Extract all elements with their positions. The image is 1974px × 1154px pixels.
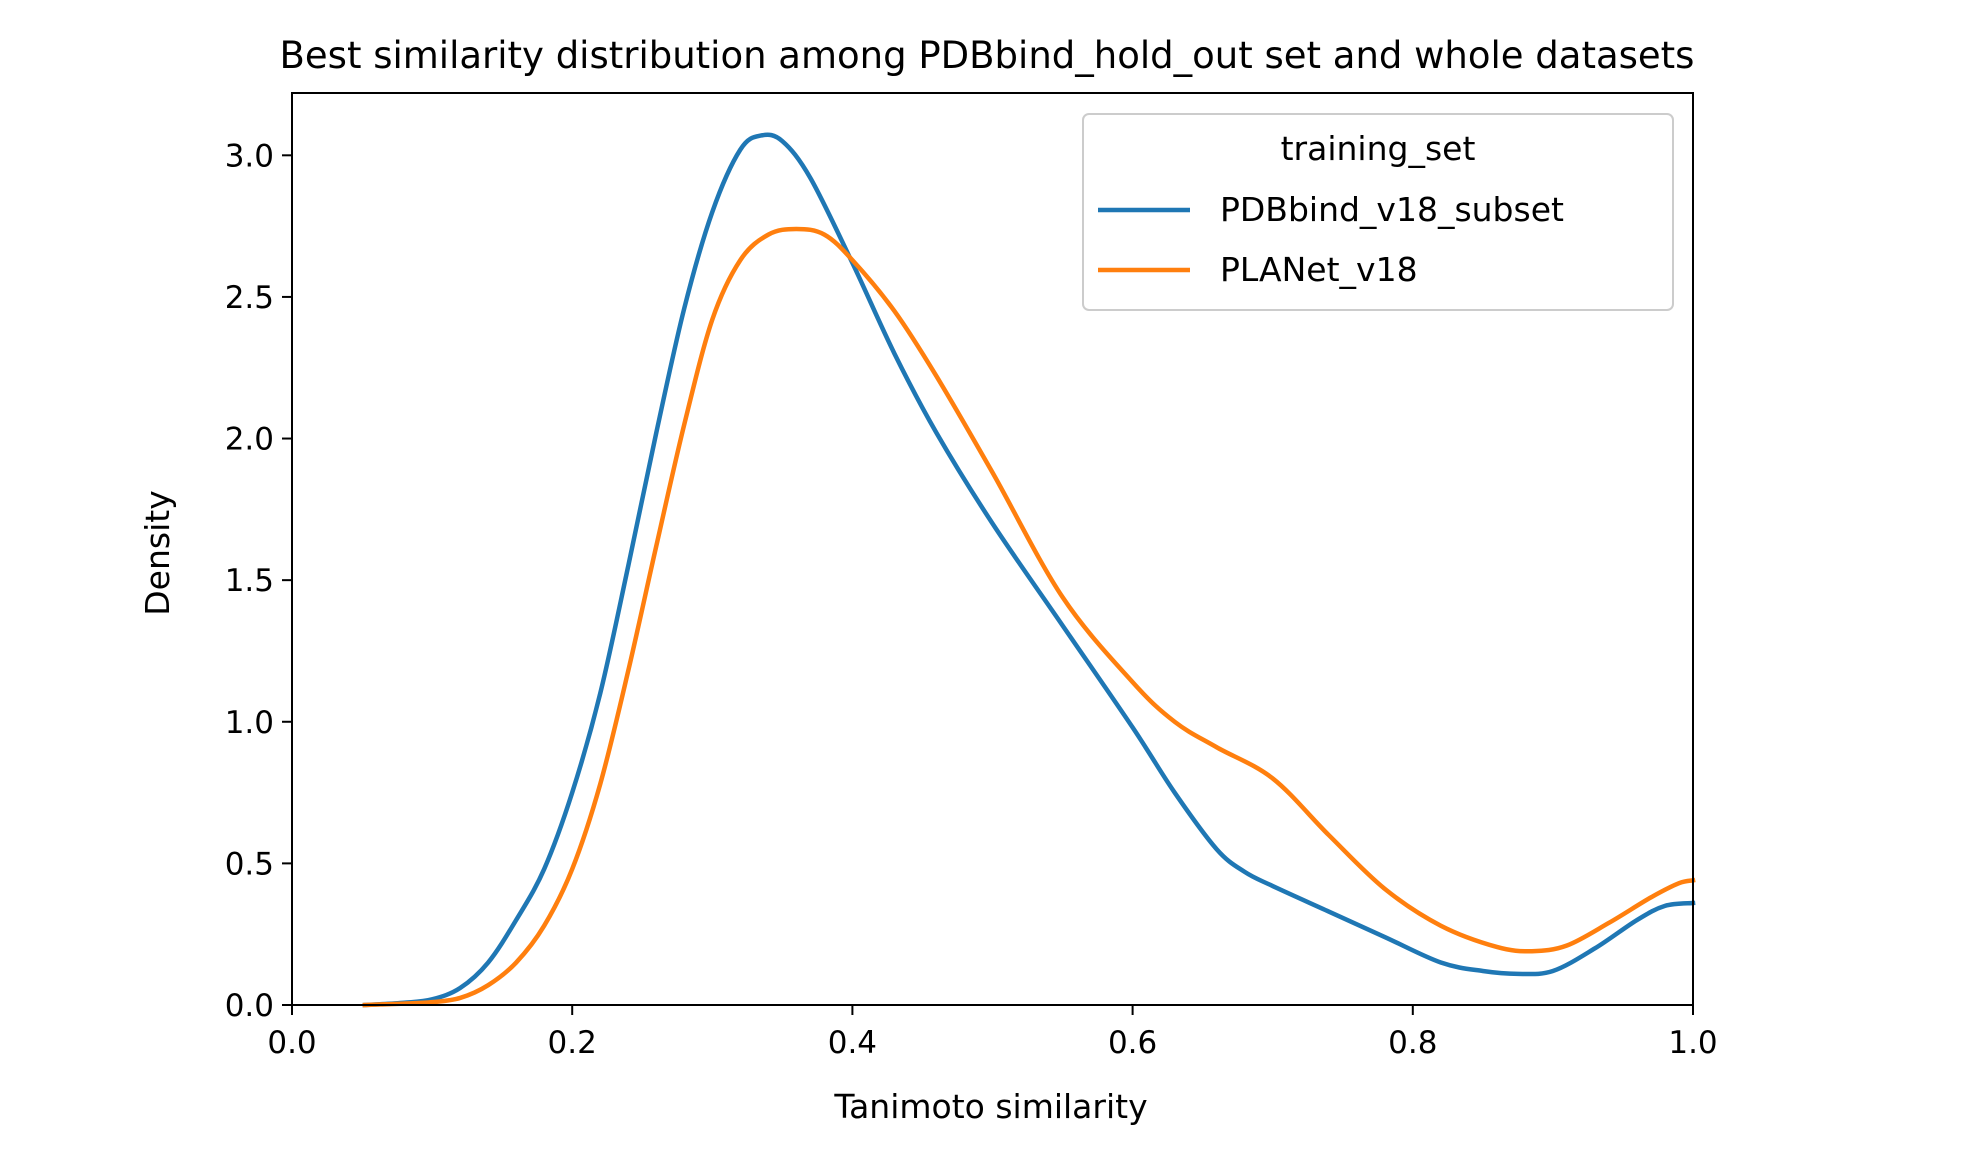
y-tick-label: 3.0 xyxy=(225,138,274,174)
legend: training_set PDBbind_v18_subset PLANet_v… xyxy=(1082,113,1674,311)
x-tick-label: 0.4 xyxy=(828,1025,877,1061)
x-tick-label: 0.6 xyxy=(1108,1025,1157,1061)
series-line-planet-v18 xyxy=(362,226,1696,1008)
series-layer xyxy=(362,132,1696,1008)
legend-label-planet: PLANet_v18 xyxy=(1220,250,1418,289)
plot-area xyxy=(291,92,1696,1008)
series-line-pdbbind-v18-subset xyxy=(362,132,1696,1008)
y-tick-label: 0.5 xyxy=(225,846,274,882)
y-tick-label: 1.0 xyxy=(225,705,274,741)
legend-label-pdbbind: PDBbind_v18_subset xyxy=(1220,190,1564,229)
x-tick-label: 0.2 xyxy=(548,1025,597,1061)
x-tick-label: 1.0 xyxy=(1668,1025,1717,1061)
y-axis-label: Density xyxy=(138,490,177,615)
y-axis-ticks: 0.0 0.5 1.0 1.5 2.0 2.5 3.0 xyxy=(225,138,292,1024)
legend-title: training_set xyxy=(1281,129,1476,168)
legend-box xyxy=(1082,113,1674,311)
y-tick-label: 1.5 xyxy=(225,563,274,599)
x-axis-ticks: 0.0 0.2 0.4 0.6 0.8 1.0 xyxy=(267,1005,1718,1061)
y-tick-label: 0.0 xyxy=(225,988,274,1024)
y-tick-label: 2.5 xyxy=(225,280,274,316)
x-tick-label: 0.8 xyxy=(1388,1025,1437,1061)
x-axis-label: Tanimoto similarity xyxy=(833,1087,1147,1126)
chart-title: Best similarity distribution among PDBbi… xyxy=(280,34,1695,77)
x-tick-label: 0.0 xyxy=(267,1025,316,1061)
axes-frame xyxy=(291,92,1694,1006)
y-tick-label: 2.0 xyxy=(225,422,274,458)
